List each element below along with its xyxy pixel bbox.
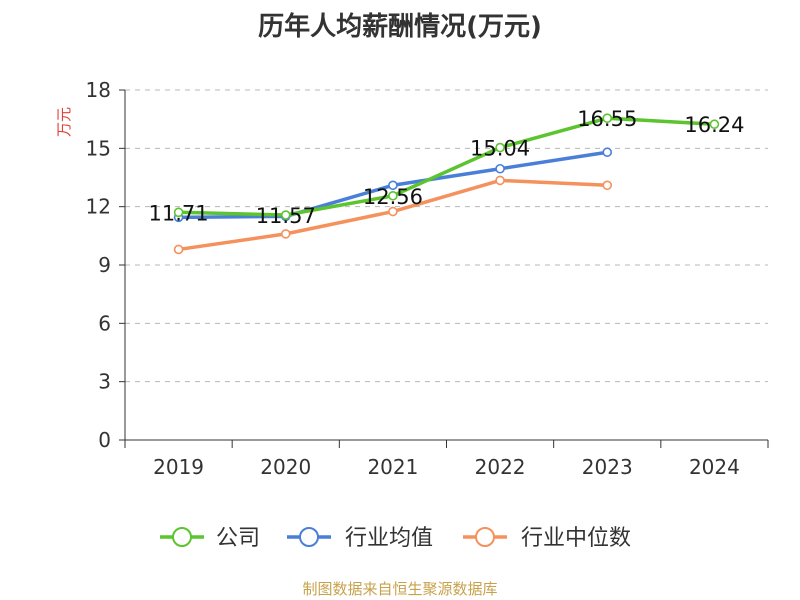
- data-point: [388, 206, 398, 217]
- legend-label: 行业中位数: [521, 526, 631, 551]
- legend: 公司 行业均值 行业中位数: [160, 526, 631, 551]
- series-line: [176, 116, 717, 217]
- data-point: [602, 113, 613, 123]
- data-label: 12.56: [363, 185, 423, 209]
- legend-marker: [172, 527, 192, 547]
- data-point: [280, 210, 291, 220]
- y-tick-label: 12: [86, 195, 111, 219]
- axes: 0 3 6 9 12 15 18 2019 2020 2021 2022 2023 2024 万元: [55, 78, 769, 479]
- data-point: [388, 190, 398, 201]
- gridlines: [125, 89, 768, 383]
- data-label: 16.55: [577, 107, 637, 131]
- data-point: [173, 244, 184, 255]
- series-lines: [176, 116, 717, 252]
- legend-marker: [475, 527, 495, 547]
- chart-title: 历年人均薪酬情况(万元): [258, 12, 542, 42]
- data-point: [173, 207, 184, 218]
- y-tick-label: 6: [98, 311, 111, 335]
- legend-label: 行业均值: [345, 526, 433, 551]
- data-point: [495, 175, 505, 186]
- y-axis-label: 万元: [55, 107, 73, 137]
- data-point: [602, 180, 613, 191]
- x-tick-label: 2019: [153, 455, 204, 479]
- x-tick-label: 2020: [260, 455, 311, 479]
- y-tick-label: 18: [86, 78, 111, 102]
- y-tick-label: 0: [98, 428, 111, 452]
- data-label: 11.71: [149, 201, 209, 225]
- y-tick-label: 9: [98, 253, 111, 277]
- x-tick-label: 2021: [367, 455, 418, 479]
- data-point: [709, 119, 720, 130]
- data-label: 15.04: [470, 137, 530, 161]
- data-labels: 11.71 11.57 12.56 15.04 16.55 16.24: [149, 107, 745, 228]
- data-label: 16.24: [684, 113, 744, 137]
- source-note: 制图数据来自恒生聚源数据库: [302, 580, 498, 598]
- series-points: [173, 113, 720, 255]
- data-point: [602, 147, 613, 158]
- data-point: [388, 180, 398, 191]
- x-tick-label: 2023: [582, 455, 633, 479]
- y-tick-label: 15: [86, 136, 111, 160]
- y-tick-label: 3: [98, 370, 111, 394]
- data-point: [495, 142, 505, 153]
- x-tick-label: 2022: [475, 455, 526, 479]
- legend-marker: [299, 527, 319, 547]
- legend-label: 公司: [216, 526, 260, 551]
- x-tick-label: 2024: [689, 455, 740, 479]
- data-point: [495, 163, 505, 174]
- data-point: [280, 229, 291, 239]
- data-label: 11.57: [256, 204, 316, 228]
